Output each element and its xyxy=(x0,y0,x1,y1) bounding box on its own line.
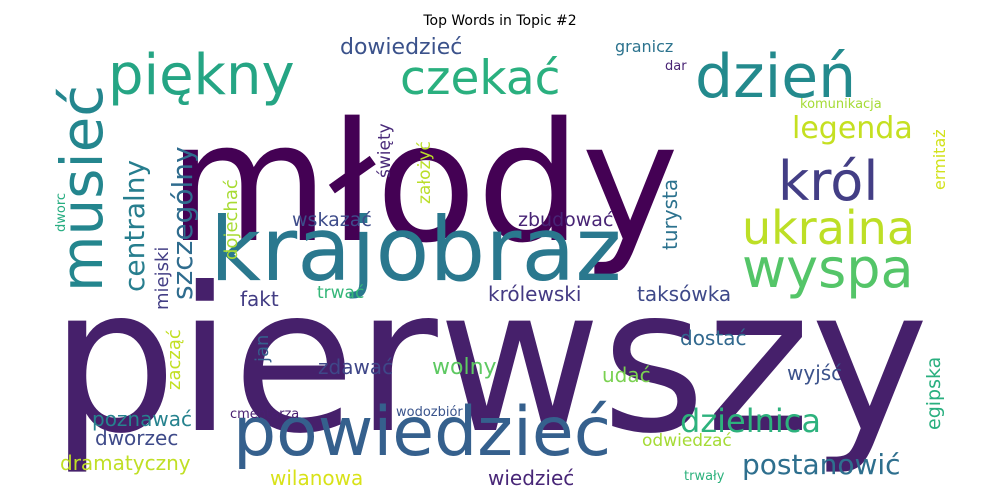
word-miejski: miejski xyxy=(152,247,173,310)
word-powiedzieć: powiedzieć xyxy=(233,393,611,472)
word-dostać: dostać xyxy=(680,326,746,350)
word-odwiedzać: odwiedzać xyxy=(642,431,732,451)
word-zdawać: zdawać xyxy=(318,355,393,379)
word-wilanowa: wilanowa xyxy=(270,466,363,490)
word-dzień: dzień xyxy=(695,42,856,112)
word-czekać: czekać xyxy=(400,51,560,106)
word-wskazać: wskazać xyxy=(292,209,372,231)
word-wolny: wolny xyxy=(432,355,497,380)
word-założyć: założyć xyxy=(415,141,435,204)
word-taksówka: taksówka xyxy=(637,282,731,306)
word-święty: święty xyxy=(375,123,395,178)
word-wodozbiór: wodozbiór xyxy=(396,405,463,420)
word-dramatyczny: dramatyczny xyxy=(60,451,191,475)
chart-title: Top Words in Topic #2 xyxy=(423,13,577,29)
word-fakt: fakt xyxy=(240,287,279,311)
word-młody: młody xyxy=(168,87,679,279)
word-wyspa: wyspa xyxy=(742,237,914,300)
word-dojechać: dojechać xyxy=(221,179,242,260)
word-egipska: egipska xyxy=(923,357,945,430)
word-legenda: legenda xyxy=(792,111,913,146)
word-ukraina: ukraina xyxy=(742,201,915,255)
word-poznawać: poznawać xyxy=(92,407,192,431)
word-ermitaż: ermitaż xyxy=(930,129,949,190)
word-musieć: musieć xyxy=(48,85,116,292)
word-piękny: piękny xyxy=(108,43,295,108)
word-królewski: królewski xyxy=(488,282,581,306)
word-granicz: granicz xyxy=(615,37,673,56)
word-pierwszy: pierwszy xyxy=(50,245,929,478)
word-zacząć: zacząć xyxy=(164,329,185,390)
word-trwały: trwały xyxy=(684,469,725,484)
word-turysta: turysta xyxy=(658,179,682,250)
word-centralny: centralny xyxy=(118,160,151,292)
word-postanowić: postanowić xyxy=(742,448,901,481)
word-dworzec: dworzec xyxy=(95,426,178,450)
word-komunikacja: komunikacja xyxy=(800,97,882,112)
word-szczególny: szczególny xyxy=(166,146,199,300)
word-jan: jan xyxy=(252,335,273,363)
word-udać: udać xyxy=(602,363,651,387)
word-dar: dar xyxy=(665,59,687,74)
word-krajobraz: krajobraz xyxy=(210,198,622,301)
word-zbudować: zbudować xyxy=(518,209,613,231)
word-wyjść: wyjść xyxy=(787,361,842,385)
word-dowiedzieć: dowiedzieć xyxy=(340,35,462,60)
word-dzielnica: dzielnica xyxy=(680,402,821,440)
word-trwać: trwać xyxy=(317,283,364,303)
word-dworc: dworc xyxy=(54,193,69,232)
word-wiedzieć: wiedzieć xyxy=(488,466,574,490)
word-król: król xyxy=(778,150,878,213)
word-cmentarza: cmentarza xyxy=(230,407,299,422)
